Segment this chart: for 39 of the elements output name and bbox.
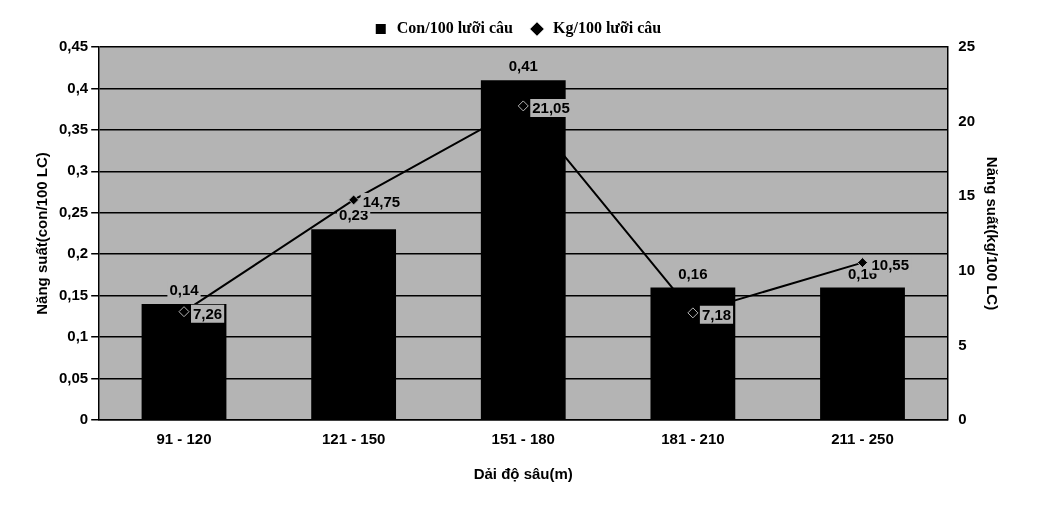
y-tick-label: 0,05: [58, 368, 89, 386]
y2-tick-label: 10: [958, 260, 975, 278]
y2-tick-label: 0: [958, 410, 967, 428]
data-label: 7,18: [701, 306, 732, 324]
data-label: 0,14: [169, 281, 200, 299]
y2-tick-label: 5: [958, 335, 967, 353]
x-tick-label: 121 - 150: [321, 430, 386, 448]
y2-tick-label: 15: [958, 186, 975, 204]
data-label: 0,16: [678, 264, 708, 282]
point: [348, 194, 360, 206]
y-tick-label: 0,1: [67, 327, 89, 345]
data-label: 0,41: [508, 57, 538, 75]
y-tick-label: 0: [79, 410, 89, 428]
legend-label: Kg/100 lưỡi câu: [553, 19, 662, 38]
x-axis-title: Dải độ sâu(m): [473, 465, 573, 483]
point: [178, 306, 190, 318]
y-tick-label: 0,4: [67, 78, 89, 96]
y-tick-label: 0,15: [58, 285, 89, 303]
y-axis-title: Năng suất(con/100 LC): [33, 152, 51, 315]
y2-axis-title: Năng suất(kg/100 LC): [983, 156, 1001, 311]
legend-label: Con/100 lưỡi câu: [396, 19, 514, 37]
point: [687, 307, 699, 319]
data-label: 14,75: [362, 193, 401, 211]
x-tick-label: 151 - 180: [491, 430, 555, 448]
y-tick-label: 0,35: [58, 120, 89, 138]
y-tick-label: 0,45: [58, 37, 89, 55]
y2-tick-label: 25: [958, 37, 975, 55]
data-label: 0,23: [339, 206, 369, 224]
y-tick-label: 0,3: [67, 161, 89, 179]
data-label: 21,05: [532, 99, 570, 117]
x-tick-label: 91 - 120: [156, 430, 212, 448]
data-label: 7,26: [193, 304, 223, 322]
x-tick-label: 181 - 210: [661, 430, 725, 448]
y-tick-label: 0,2: [67, 244, 89, 262]
y-tick-label: 0,25: [58, 202, 89, 220]
point: [857, 257, 868, 269]
point: [517, 100, 529, 112]
y2-tick-label: 20: [958, 111, 975, 129]
x-tick-label: 211 - 250: [831, 430, 894, 448]
